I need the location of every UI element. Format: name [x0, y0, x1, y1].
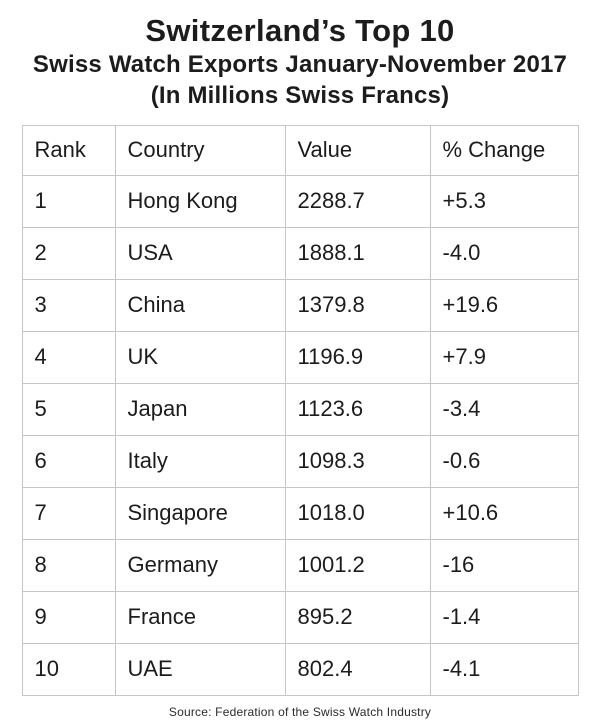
source-attribution: Source: Federation of the Swiss Watch In…: [168, 704, 432, 719]
change-cell: -0.6: [429, 434, 579, 488]
table-row: 3 China 1379.8 +19.6: [21, 278, 579, 332]
country-cell: Germany: [114, 538, 286, 592]
change-cell: -3.4: [429, 382, 579, 436]
value-cell: 2288.7: [284, 174, 431, 228]
value-cell: 1888.1: [284, 226, 431, 280]
table-body: 1 Hong Kong 2288.7 +5.3 2 USA 1888.1 -4.…: [21, 174, 579, 696]
change-cell: -1.4: [429, 590, 579, 644]
column-header-value: Value: [284, 124, 431, 176]
table-row: 2 USA 1888.1 -4.0: [21, 226, 579, 280]
page-title: Switzerland’s Top 10: [145, 13, 455, 48]
table-row: 4 UK 1196.9 +7.9: [21, 330, 579, 384]
title-block: Switzerland’s Top 10 Swiss Watch Exports…: [0, 12, 600, 111]
value-cell: 1001.2: [284, 538, 431, 592]
table-row: 6 Italy 1098.3 -0.6: [21, 434, 579, 488]
column-header-change: % Change: [429, 124, 579, 176]
column-header-rank: Rank: [21, 124, 116, 176]
rank-cell: 5: [21, 382, 116, 436]
table-header: Rank Country Value % Change: [21, 124, 579, 176]
value-cell: 1098.3: [284, 434, 431, 488]
table-row: 5 Japan 1123.6 -3.4: [21, 382, 579, 436]
table-row: 1 Hong Kong 2288.7 +5.3: [21, 174, 579, 228]
country-cell: Japan: [114, 382, 286, 436]
change-cell: +7.9: [429, 330, 579, 384]
value-cell: 1379.8: [284, 278, 431, 332]
value-cell: 1196.9: [284, 330, 431, 384]
rank-cell: 8: [21, 538, 116, 592]
value-cell: 802.4: [284, 642, 431, 696]
table-row: 10 UAE 802.4 -4.1: [21, 642, 579, 696]
rank-cell: 9: [21, 590, 116, 644]
rank-cell: 7: [21, 486, 116, 540]
country-cell: USA: [114, 226, 286, 280]
change-cell: -4.1: [429, 642, 579, 696]
rank-cell: 6: [21, 434, 116, 488]
exports-table: Rank Country Value % Change 1 Hong Kong …: [21, 124, 579, 696]
table-row: 7 Singapore 1018.0 +10.6: [21, 486, 579, 540]
country-cell: France: [114, 590, 286, 644]
rank-cell: 3: [21, 278, 116, 332]
change-cell: -16: [429, 538, 579, 592]
rank-cell: 1: [21, 174, 116, 228]
column-header-country: Country: [114, 124, 286, 176]
country-cell: Italy: [114, 434, 286, 488]
rank-cell: 2: [21, 226, 116, 280]
table-row: 9 France 895.2 -1.4: [21, 590, 579, 644]
page-subtitle: Swiss Watch Exports January-November 201…: [32, 51, 568, 79]
change-cell: +10.6: [429, 486, 579, 540]
country-cell: Hong Kong: [114, 174, 286, 228]
value-cell: 1018.0: [284, 486, 431, 540]
change-cell: +5.3: [429, 174, 579, 228]
table-row: 8 Germany 1001.2 -16: [21, 538, 579, 592]
change-cell: -4.0: [429, 226, 579, 280]
country-cell: UAE: [114, 642, 286, 696]
country-cell: UK: [114, 330, 286, 384]
page-subtitle-units: (In Millions Swiss Francs): [150, 81, 450, 109]
value-cell: 895.2: [284, 590, 431, 644]
value-cell: 1123.6: [284, 382, 431, 436]
country-cell: Singapore: [114, 486, 286, 540]
header-row: Rank Country Value % Change: [21, 124, 579, 176]
rank-cell: 4: [21, 330, 116, 384]
change-cell: +19.6: [429, 278, 579, 332]
rank-cell: 10: [21, 642, 116, 696]
country-cell: China: [114, 278, 286, 332]
